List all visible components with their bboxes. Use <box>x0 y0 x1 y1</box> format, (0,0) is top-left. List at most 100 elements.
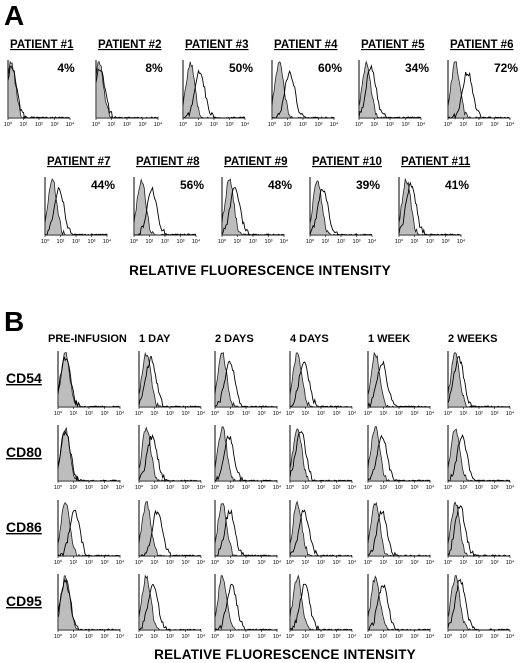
marker-cd54-5-x-tick-label: 10⁰ <box>444 410 453 417</box>
timepoint-label: 2 WEEKS <box>448 333 498 345</box>
marker-cd80-4-x-tick-label: 10² <box>395 485 403 491</box>
marker-cd86-0-x-tick-label: 10⁰ <box>54 559 63 566</box>
marker-cd80-2-histogram: 10⁰ 10¹ 10² 10³ 10⁴ <box>211 425 282 491</box>
marker-cd80-4-stained-curve <box>367 434 431 482</box>
marker-cd86-3-x-tick-label: 10⁴ <box>348 559 357 566</box>
marker-cd95-2-histogram: 10⁰ 10¹ 10² 10³ 10⁴ <box>211 574 282 640</box>
marker-cd54-5-x-tick-label: 10³ <box>491 411 499 417</box>
marker-cd54-3-x-tick-label: 10⁴ <box>348 410 357 417</box>
panel-b-letter: B <box>4 306 24 337</box>
patient-10-x-tick-label: 10¹ <box>322 239 330 245</box>
marker-cd95-2-x-tick-label: 10⁰ <box>211 633 220 640</box>
marker-cd86-0-x-tick-label: 10⁴ <box>116 559 125 566</box>
marker-cd86-2-histogram: 10⁰ 10¹ 10² 10³ 10⁴ <box>211 500 282 566</box>
marker-cd95-1-x-tick-label: 10¹ <box>151 634 159 640</box>
patient-3-x-tick-label: 10⁴ <box>241 121 250 128</box>
marker-cd95-1-histogram: 10⁰ 10¹ 10² 10³ 10⁴ <box>135 574 206 640</box>
patient-percent: 39% <box>356 178 380 192</box>
marker-cd54-1-x-tick-label: 10⁴ <box>197 410 206 417</box>
marker-cd54-4-x-tick-label: 10¹ <box>380 411 388 417</box>
patient-4-x-tick-label: 10² <box>299 122 307 128</box>
patient-percent: 50% <box>229 61 253 75</box>
patient-percent: 8% <box>145 61 163 75</box>
marker-cd86-5-x-tick-label: 10³ <box>491 560 499 566</box>
patient-7-x-tick-label: 10³ <box>88 239 96 245</box>
marker-cd80-2-x-tick-label: 10⁰ <box>211 484 220 491</box>
marker-cd54-4-x-tick-label: 10⁴ <box>426 410 435 417</box>
marker-cd80-5-x-tick-label: 10⁰ <box>444 484 453 491</box>
patient-4-stained-curve <box>271 69 334 119</box>
marker-cd80-1-control-curve <box>138 426 202 482</box>
marker-cd86-4-histogram: 10⁰ 10¹ 10² 10³ 10⁴ <box>364 500 435 566</box>
patient-11-x-tick-label: 10⁴ <box>457 238 466 245</box>
patient-8-x-tick-label: 10¹ <box>146 239 154 245</box>
patient-5-histogram: 10⁰ 10¹ 10² 10³ 10⁴ <box>355 60 426 128</box>
marker-cd80-3-x-tick-label: 10⁴ <box>348 484 357 491</box>
patient-11-x-tick-label: 10³ <box>442 239 450 245</box>
marker-cd80-2-stained-curve <box>214 435 278 483</box>
marker-cd86-4-x-tick-label: 10² <box>395 560 403 566</box>
patient-1-x-tick-label: 10³ <box>51 122 59 128</box>
marker-cd54-3-x-tick-label: 10³ <box>333 411 341 417</box>
patient-label: PATIENT #3 <box>185 39 248 51</box>
marker-cd95-2-x-tick-label: 10³ <box>258 634 266 640</box>
panel-a-letter: A <box>4 0 24 31</box>
marker-cd80-1-x-tick-label: 10¹ <box>151 485 159 491</box>
marker-cd54-3-x-tick-label: 10² <box>317 411 325 417</box>
marker-cd86-0-control-curve <box>57 501 121 557</box>
marker-cd80-5-x-tick-label: 10⁴ <box>506 484 515 491</box>
marker-cd95-5-histogram: 10⁰ 10¹ 10² 10³ 10⁴ <box>444 574 515 640</box>
marker-cd95-5-x-tick-label: 10¹ <box>460 634 468 640</box>
patient-6-x-tick-label: 10² <box>475 122 483 128</box>
marker-cd86-5-x-tick-label: 10² <box>475 560 483 566</box>
marker-cd80-2-x-tick-label: 10⁴ <box>273 484 282 491</box>
marker-cd86-1-x-tick-label: 10² <box>166 560 174 566</box>
patient-label: PATIENT #8 <box>136 156 200 168</box>
marker-cd86-3-histogram: 10⁰ 10¹ 10² 10³ 10⁴ <box>286 500 357 566</box>
marker-cd86-4-control-curve <box>367 501 431 557</box>
marker-cd54-0-x-tick-label: 10¹ <box>70 411 78 417</box>
panel-b-x-axis-label: RELATIVE FLUORESCENCE INTENSITY <box>154 647 416 662</box>
patient-2-x-tick-label: 10⁰ <box>92 121 101 128</box>
patient-label: PATIENT #5 <box>361 39 425 51</box>
patient-percent: 34% <box>405 61 429 75</box>
patient-8-x-tick-label: 10⁰ <box>130 238 139 245</box>
marker-cd54-1-x-tick-label: 10⁰ <box>135 410 144 417</box>
patient-6-x-tick-label: 10⁰ <box>444 121 453 128</box>
patient-1-histogram: 10⁰ 10¹ 10² 10³ 10⁴ <box>4 60 75 128</box>
marker-cd86-3-x-tick-label: 10² <box>317 560 325 566</box>
patient-8-x-tick-label: 10² <box>161 239 169 245</box>
marker-cd95-5-control-curve <box>447 575 511 631</box>
marker-cd80-0-x-tick-label: 10⁴ <box>116 484 125 491</box>
patient-5-x-tick-label: 10² <box>386 122 394 128</box>
marker-cd54-2-histogram: 10⁰ 10¹ 10² 10³ 10⁴ <box>211 351 282 417</box>
patient-11-x-tick-label: 10⁰ <box>395 238 404 245</box>
marker-cd54-4-histogram: 10⁰ 10¹ 10² 10³ 10⁴ <box>364 351 435 417</box>
patient-7-x-tick-label: 10⁰ <box>41 238 50 245</box>
marker-cd80-2-x-tick-label: 10¹ <box>227 485 235 491</box>
marker-cd95-2-x-tick-label: 10² <box>242 634 250 640</box>
patient-percent: 41% <box>445 178 469 192</box>
patient-10-x-tick-label: 10⁴ <box>368 238 377 245</box>
patient-9-stained-curve <box>221 187 284 236</box>
patient-7-x-tick-label: 10⁴ <box>103 238 112 245</box>
marker-cd95-3-x-tick-label: 10¹ <box>302 634 310 640</box>
marker-cd86-2-x-tick-label: 10² <box>242 560 250 566</box>
patient-8-x-tick-label: 10³ <box>177 239 185 245</box>
marker-label: CD80 <box>6 444 42 460</box>
patient-percent: 56% <box>180 178 204 192</box>
patient-2-histogram: 10⁰ 10¹ 10² 10³ 10⁴ <box>92 60 163 128</box>
marker-cd80-1-x-tick-label: 10² <box>166 485 174 491</box>
marker-cd54-0-x-tick-label: 10⁴ <box>116 410 125 417</box>
patient-4-histogram: 10⁰ 10¹ 10² 10³ 10⁴ <box>268 60 339 128</box>
marker-cd80-5-x-tick-label: 10² <box>475 485 483 491</box>
patient-label: PATIENT #11 <box>401 156 471 168</box>
marker-cd95-3-x-tick-label: 10³ <box>333 634 341 640</box>
marker-cd86-5-x-tick-label: 10⁴ <box>506 559 515 566</box>
marker-cd54-2-stained-curve <box>214 360 278 408</box>
marker-cd54-3-x-tick-label: 10¹ <box>302 411 310 417</box>
marker-cd80-5-x-tick-label: 10¹ <box>460 485 468 491</box>
patient-1-x-tick-label: 10² <box>35 122 43 128</box>
marker-cd86-4-x-tick-label: 10¹ <box>380 560 388 566</box>
marker-cd80-3-stained-curve <box>289 431 353 482</box>
